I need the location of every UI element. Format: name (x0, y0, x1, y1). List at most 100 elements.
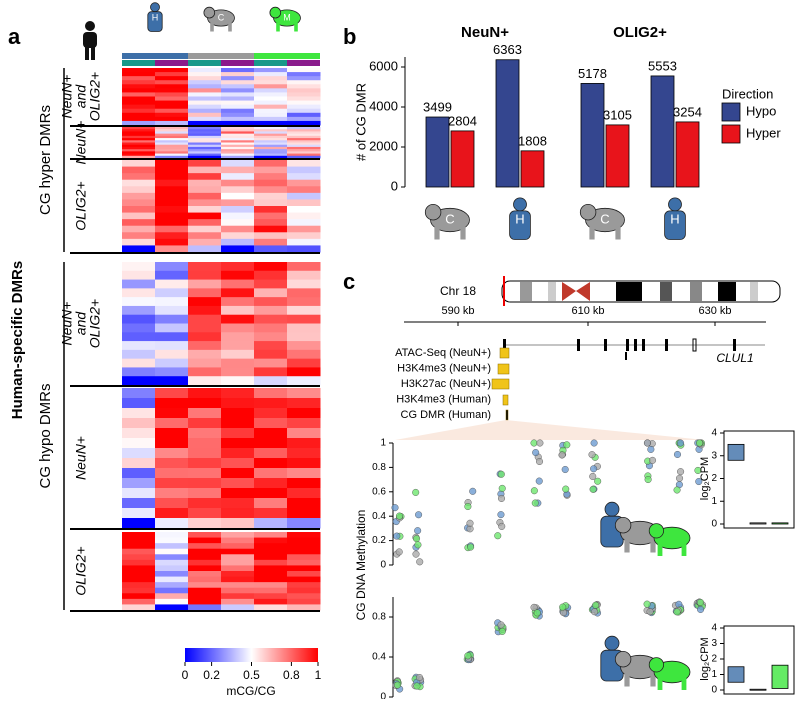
cell-bar (188, 60, 221, 66)
heatmap-cell (122, 96, 156, 102)
box (771, 522, 789, 525)
heatmap-cell (188, 428, 222, 439)
heatmap-cell (254, 142, 288, 146)
y-tick-label: 0.2 (372, 535, 386, 546)
heatmap-cell (221, 96, 255, 102)
heatmap-cell (287, 478, 321, 489)
heatmap-cell (188, 323, 222, 333)
heatmap-cell (122, 323, 156, 333)
heatmap-cell (287, 428, 321, 439)
heatmap-cell (254, 166, 288, 174)
heatmap-cell (122, 225, 156, 233)
heatmap-cell (155, 548, 189, 555)
heatmap-cell (221, 72, 255, 77)
heatmap-cell (155, 166, 189, 174)
heatmap-cell (221, 144, 255, 148)
cell-bar (287, 60, 320, 66)
heatmap-cell (287, 388, 321, 399)
icon-letter: C (218, 12, 225, 22)
icon-leg (650, 539, 656, 553)
heatmap-cell (155, 587, 189, 594)
heatmap-cell (221, 548, 255, 555)
heatmap-cell (221, 604, 255, 611)
heatmap-cell (188, 576, 222, 583)
heatmap-cell (221, 341, 255, 351)
heatmap-cell (188, 206, 222, 214)
value-label: 3499 (423, 99, 452, 114)
heatmap-cell (188, 219, 222, 227)
colorbar-tick-label: 0.2 (203, 668, 220, 682)
heatmap-cell (287, 532, 321, 539)
heatmap-cell (155, 149, 189, 152)
icon-head (668, 197, 682, 212)
species-bar (254, 53, 320, 59)
heatmap-cell (155, 238, 189, 246)
heatmap-cell (188, 173, 222, 181)
heatmap-cell (188, 88, 222, 93)
heatmap-cell (188, 376, 222, 386)
heatmap-cell (155, 92, 189, 97)
y-tick-label: 2 (711, 473, 717, 484)
heatmap-cell (122, 131, 156, 135)
heatmap-cell (254, 112, 288, 118)
heatmap-cell (254, 138, 288, 141)
heatmap-cell (122, 206, 156, 214)
heatmap-cell (155, 104, 189, 110)
heatmap-cell (188, 92, 222, 97)
heatmap-cell (287, 108, 321, 114)
heatmap-cell (221, 448, 255, 459)
heatmap-title: Human-specific DMRs (9, 261, 26, 419)
heatmap-cell (254, 582, 288, 589)
heatmap-cell (254, 305, 288, 316)
heatmap-cell (287, 576, 321, 583)
heatmap-cell (155, 179, 189, 187)
heatmap-cell (221, 219, 255, 227)
heatmap-cell (221, 438, 255, 449)
heatmap-cell (188, 408, 222, 419)
group-label: CG hyper DMRs (37, 105, 54, 215)
heatmap-cell (122, 138, 156, 141)
heatmap-cell (188, 225, 222, 233)
icon-head (203, 6, 216, 19)
legend-label: Hypo (746, 103, 776, 118)
heatmap-cell (287, 133, 321, 137)
heatmap-cell (188, 565, 222, 572)
icon-leg (624, 673, 630, 687)
heatmap-cell (188, 245, 222, 253)
y-tick-label: 4 (711, 623, 717, 634)
methylation-point (498, 627, 506, 635)
heatmap-cell (221, 104, 255, 110)
heatmap-cell (122, 140, 156, 143)
methylation-point (589, 485, 597, 493)
heatmap-cell (254, 179, 288, 187)
methylation-point (464, 652, 472, 660)
heatmap-cell (221, 537, 255, 544)
heatmap-cell (188, 598, 222, 605)
heatmap-cell (287, 92, 321, 97)
heatmap-cell (287, 297, 321, 307)
heatmap-cell (188, 262, 222, 272)
heatmap-cell (155, 68, 189, 73)
cell-bar (122, 60, 155, 66)
methylation-point (559, 603, 567, 611)
heatmap-cell (221, 398, 255, 409)
heatmap-cell (122, 238, 156, 246)
heatmap-cell (122, 565, 156, 572)
heatmap-cell (122, 488, 156, 499)
y-tick-label: 1 (380, 438, 386, 449)
heatmap-cell (254, 140, 288, 143)
y-tick-label: 0 (380, 560, 386, 571)
heatmap-cell (155, 279, 189, 289)
heatmap-cell (155, 508, 189, 519)
heatmap-cell (221, 543, 255, 550)
heatmap-cell (254, 279, 288, 289)
cell-bar (254, 60, 287, 66)
heatmap-cell (254, 104, 288, 110)
heatmap-cell (122, 543, 156, 550)
methylation-point (535, 477, 543, 485)
methylation-point (414, 527, 422, 535)
heatmap-cell (122, 166, 156, 174)
heatmap-cell (122, 571, 156, 578)
heatmap-cell (287, 518, 321, 529)
